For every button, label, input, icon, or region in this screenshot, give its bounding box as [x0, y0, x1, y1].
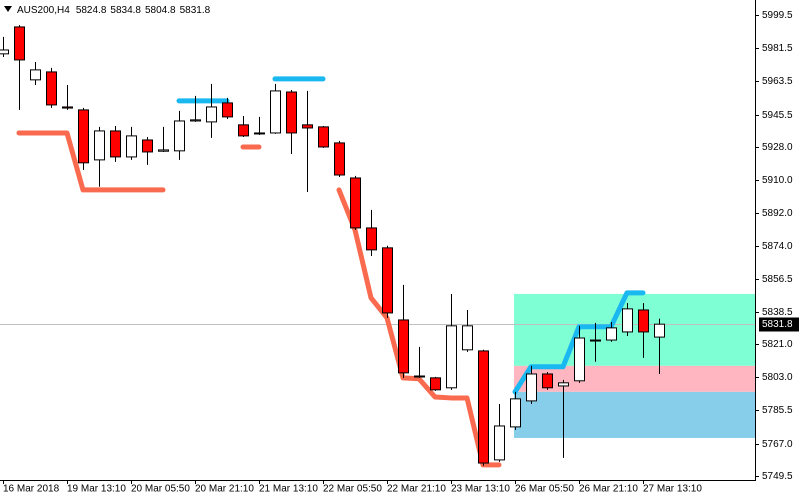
- zones: [0, 293, 755, 438]
- y-tick-label: 5749.5: [762, 471, 793, 482]
- candle-body: [542, 373, 553, 389]
- candle-body: [94, 130, 105, 161]
- y-tick-label: 5803.0: [762, 372, 793, 383]
- candle-body: [126, 135, 137, 158]
- candle-body: [430, 377, 441, 391]
- candle-body: [110, 130, 121, 158]
- candle-body: [382, 247, 393, 314]
- candle-body: [574, 337, 585, 382]
- candle-body: [622, 308, 633, 333]
- candle-body: [414, 375, 425, 378]
- candle-body: [14, 26, 25, 61]
- candle-body: [494, 425, 505, 461]
- candle-body: [30, 69, 41, 81]
- candle-body: [222, 102, 233, 118]
- x-tick-label: 23 Mar 13:10: [451, 484, 510, 495]
- candle-body: [526, 373, 537, 402]
- candle-body: [238, 124, 249, 137]
- candle-body: [302, 124, 313, 129]
- zone: [514, 391, 755, 438]
- candle-body: [62, 106, 73, 109]
- y-tick-label: 5838.5: [762, 307, 793, 318]
- candle-body: [478, 350, 489, 464]
- x-tick-label: 22 Mar 21:10: [387, 484, 446, 495]
- candle-body: [46, 71, 57, 106]
- x-tick-label: 20 Mar 05:50: [131, 484, 190, 495]
- y-tick-label: 5856.5: [762, 274, 793, 285]
- candle-body: [350, 177, 361, 229]
- candle-body: [158, 149, 169, 152]
- low-value: 5804.8: [145, 5, 176, 16]
- high-value: 5834.8: [110, 5, 141, 16]
- x-tick-label: 19 Mar 13:10: [67, 484, 126, 495]
- plot: [0, 25, 665, 468]
- y-tick-label: 5767.0: [762, 439, 793, 450]
- open-value: 5824.8: [76, 5, 107, 16]
- y-tick-label: 5821.0: [762, 339, 793, 350]
- y-tick-label: 5874.0: [762, 241, 793, 252]
- candle-body: [174, 120, 185, 152]
- symbol: AUS200,H4: [17, 5, 70, 16]
- candle-body: [142, 139, 153, 153]
- candle-body: [654, 323, 665, 338]
- candle-body: [510, 398, 521, 428]
- candle-body: [254, 132, 265, 135]
- candle-body: [398, 319, 409, 374]
- x-tick-label: 21 Mar 13:10: [259, 484, 318, 495]
- y-tick-label: 5999.5: [762, 10, 793, 21]
- chart-header: AUS200,H4 5824.8 5834.8 5804.8 5831.8: [17, 5, 211, 16]
- candle-body: [366, 227, 377, 251]
- zone: [514, 365, 755, 392]
- candle-body: [286, 91, 297, 134]
- current-price-label: 5831.8: [762, 319, 793, 330]
- candle-body: [270, 90, 281, 134]
- y-tick-label: 5963.5: [762, 76, 793, 87]
- candle-body: [0, 49, 9, 55]
- candle-body: [78, 109, 89, 164]
- close-value: 5831.8: [180, 5, 211, 16]
- y-tick-label: 5785.5: [762, 405, 793, 416]
- zone: [514, 293, 755, 366]
- x-tick-label: 20 Mar 21:10: [195, 484, 254, 495]
- indicator-line: [16, 130, 502, 468]
- current-price-box: [759, 317, 799, 332]
- candle-body: [334, 142, 345, 176]
- y-tick-label: 5945.5: [762, 110, 793, 121]
- menu-triangle[interactable]: [4, 6, 12, 12]
- x-tick-label: 16 Mar 2018: [3, 484, 60, 495]
- candle-body: [606, 327, 617, 341]
- y-tick-label: 5981.5: [762, 43, 793, 54]
- candle-body: [318, 126, 329, 148]
- candle-body: [462, 325, 473, 351]
- y-tick-label: 5928.0: [762, 142, 793, 153]
- x-tick-label: 26 Mar 21:10: [579, 484, 638, 495]
- candle-body: [206, 106, 217, 123]
- candle-body: [558, 382, 569, 387]
- x-tick-label: 27 Mar 13:10: [643, 484, 702, 495]
- candle-body: [638, 309, 649, 333]
- y-tick-label: 5892.0: [762, 208, 793, 219]
- candle-body: [590, 339, 601, 342]
- candle-body: [190, 119, 201, 122]
- x-tick-label: 26 Mar 05:50: [515, 484, 574, 495]
- candle-body: [446, 325, 457, 389]
- y-tick-label: 5910.0: [762, 175, 793, 186]
- x-tick-label: 22 Mar 05:50: [323, 484, 382, 495]
